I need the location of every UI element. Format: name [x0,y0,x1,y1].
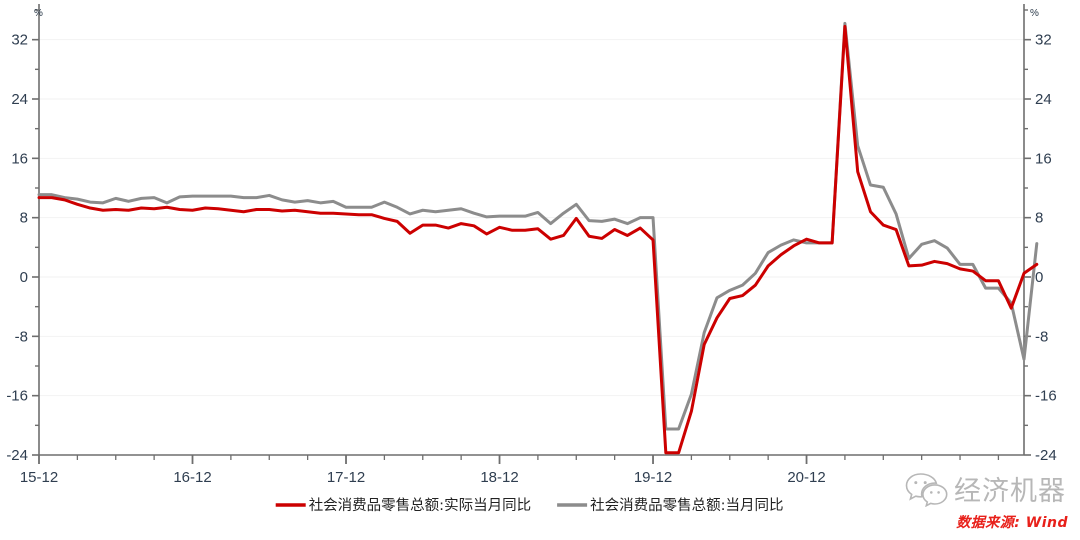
y-tick-label: -16 [6,388,28,405]
x-tick-label: 19-12 [634,469,672,486]
y-tick-label: -24 [6,447,28,464]
y-tick-label: 0 [1035,269,1043,286]
y-axis-unit-right: % [1030,8,1039,19]
y-tick-label: 24 [11,91,28,108]
y-tick-label: -8 [1035,328,1048,345]
series-line [37,21,1039,431]
y-tick-label: 16 [1035,150,1052,167]
x-tick-label: 20-12 [787,469,825,486]
y-axis-unit-left: % [34,8,43,19]
source-note: 数据来源: Wind [956,515,1068,531]
x-tick-label: 18-12 [480,469,518,486]
legend-label: 社会消费品零售总额:当月同比 [590,497,783,514]
y-tick-label: 8 [1035,210,1043,227]
x-axis: 15-12 16-12 17-12 18-12 19-12 20-12 [20,455,1000,486]
y-tick-label: 32 [11,32,28,49]
y-tick-label: 16 [11,150,28,167]
y-tick-label: 32 [1035,32,1052,49]
axis-lines [38,4,1025,456]
y-tick-label: 24 [1035,91,1052,108]
x-tick-label: 17-12 [327,469,365,486]
y-axis-right: 32 24 16 8 0 -8 -16 -24 [1024,9,1057,464]
y-tick-label: 8 [20,210,28,227]
y-tick-label: -24 [1035,447,1057,464]
gridlines [39,39,1024,456]
y-tick-label: -8 [15,328,28,345]
x-tick-label: 16-12 [173,469,211,486]
legend-label: 社会消费品零售总额:实际当月同比 [309,497,531,514]
data-series [37,21,1039,455]
x-tick-label: 15-12 [20,469,58,486]
series-line [37,24,1039,455]
y-tick-label: -16 [1035,388,1057,405]
y-axis-left: 32 24 16 8 0 -8 -16 -24 [6,9,39,464]
y-tick-label: 0 [20,269,28,286]
legend: 社会消费品零售总额:实际当月同比 社会消费品零售总额:当月同比 [275,497,783,514]
